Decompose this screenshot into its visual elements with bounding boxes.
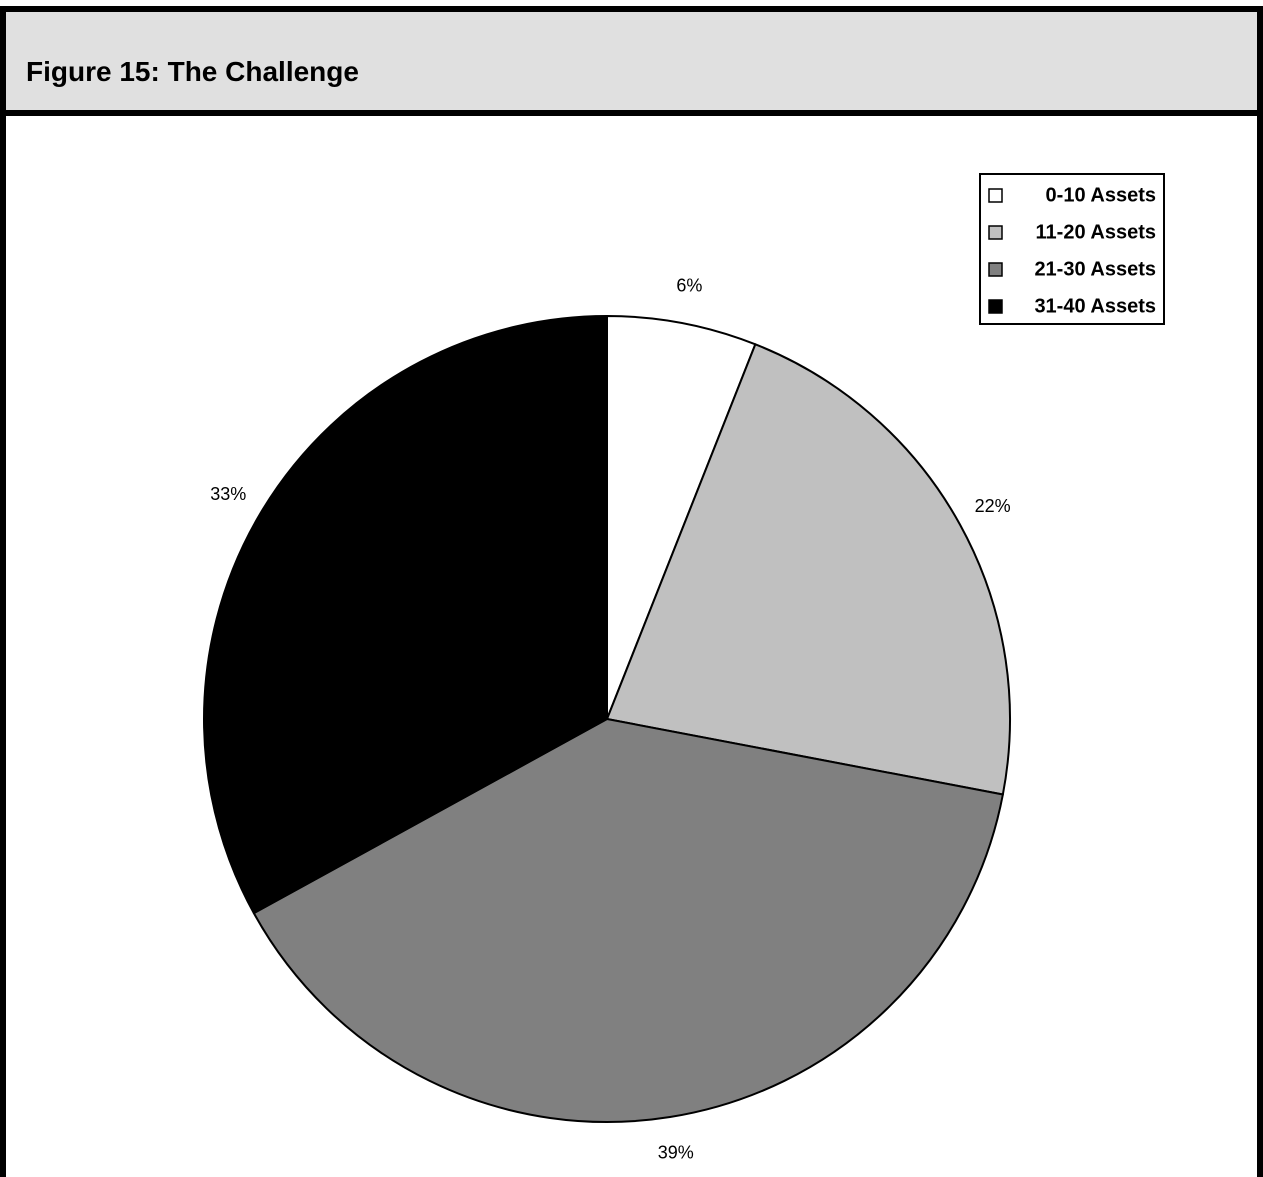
legend-swatch-11-20-assets: [988, 225, 1003, 240]
percent-labels: 6% 22% 39% 33%: [210, 276, 1010, 1163]
pie-slices: [203, 315, 1011, 1123]
figure-frame: Figure 15: The Challenge: [0, 6, 1263, 1177]
legend-swatch-0-10-assets: [988, 188, 1003, 203]
pie-slice-0-10-assets: [606, 315, 757, 720]
legend: 0-10 Assets 11-20 Assets 21-30 Assets 31-40…: [979, 173, 1165, 325]
pie-slice-11-20-assets: [606, 343, 1011, 796]
legend-label-31-40-assets: 31-40 Assets: [1034, 295, 1156, 317]
percent-label-21-30-assets: 39%: [658, 1142, 694, 1162]
legend-label-11-20-assets: 11-20 Assets: [1036, 221, 1156, 243]
legend-box: [979, 173, 1165, 325]
legend-swatch-31-40-assets: [988, 299, 1003, 314]
legend-swatch-21-30-assets: [988, 262, 1003, 277]
percent-label-31-40-assets: 33%: [210, 484, 246, 504]
percent-label-0-10-assets: 6%: [676, 276, 702, 296]
percent-label-11-20-assets: 22%: [975, 496, 1011, 516]
figure-header: Figure 15: The Challenge: [6, 12, 1257, 116]
pie-slice-21-30-assets: [252, 718, 1004, 1123]
figure-title: Figure 15: The Challenge: [26, 56, 359, 87]
legend-label-21-30-assets: 21-30 Assets: [1034, 258, 1156, 280]
pie-slice-31-40-assets: [203, 315, 608, 915]
legend-label-0-10-assets: 0-10 Assets: [1046, 184, 1156, 206]
